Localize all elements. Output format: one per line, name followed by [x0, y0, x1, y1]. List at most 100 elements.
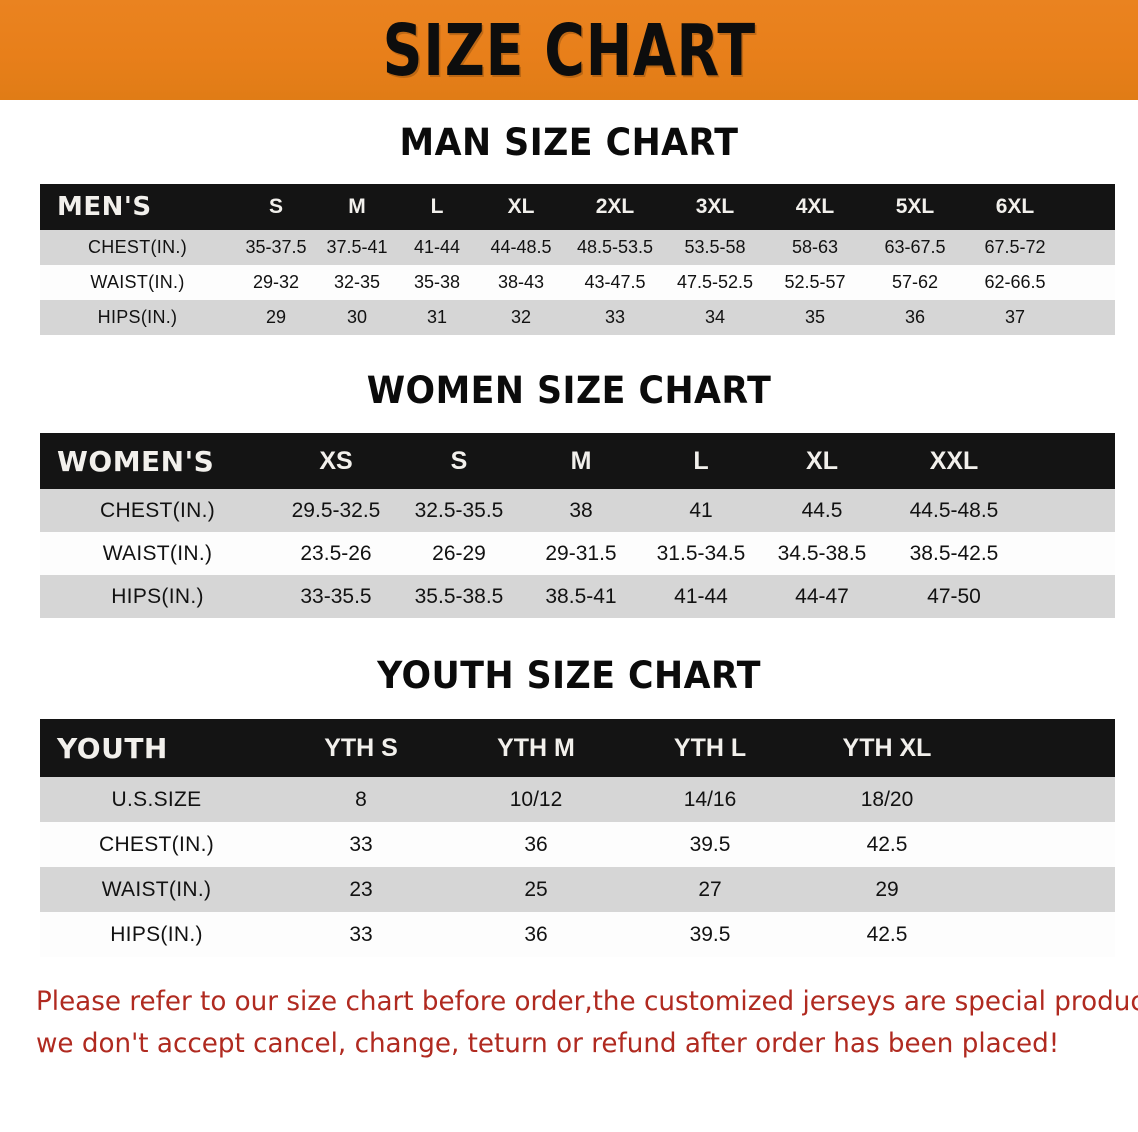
women-col-pad	[1025, 433, 1115, 489]
table-row: HIPS(IN.) 33-35.5 35.5-38.5 38.5-41 41-4…	[40, 575, 1115, 618]
man-col-xl: XL	[477, 184, 565, 230]
man-waist-xl: 38-43	[477, 265, 565, 300]
women-table-head: WOMEN'S XS S M L XL XXL	[40, 433, 1115, 489]
man-waist-m: 32-35	[317, 265, 397, 300]
youth-ussize-m: 10/12	[449, 777, 623, 822]
man-hips-xl: 32	[477, 300, 565, 335]
women-hips-xl: 44-47	[761, 575, 883, 618]
youth-chest-pad	[977, 822, 1115, 867]
table-row: WAIST(IN.) 23.5-26 26-29 29-31.5 31.5-34…	[40, 532, 1115, 575]
women-hips-xs: 33-35.5	[275, 575, 397, 618]
women-waist-pad	[1025, 532, 1115, 575]
women-col-s: S	[397, 433, 521, 489]
women-hips-pad	[1025, 575, 1115, 618]
man-table-body: CHEST(IN.) 35-37.5 37.5-41 41-44 44-48.5…	[40, 230, 1115, 335]
women-waist-l: 31.5-34.5	[641, 532, 761, 575]
youth-table-body: U.S.SIZE 8 10/12 14/16 18/20 CHEST(IN.) …	[40, 777, 1115, 957]
man-chest-2xl: 48.5-53.5	[565, 230, 665, 265]
women-waist-s: 26-29	[397, 532, 521, 575]
man-hips-6xl: 37	[965, 300, 1065, 335]
disclaimer-line-1: Please refer to our size chart before or…	[36, 986, 1138, 1017]
women-col-xs: XS	[275, 433, 397, 489]
man-row-label-chest: CHEST(IN.)	[40, 230, 235, 265]
women-chest-xs: 29.5-32.5	[275, 489, 397, 532]
youth-col-yth-l: YTH L	[623, 719, 797, 777]
man-hips-l: 31	[397, 300, 477, 335]
women-hips-l: 41-44	[641, 575, 761, 618]
women-col-xl: XL	[761, 433, 883, 489]
size-chart-banner: SIZE CHART	[0, 0, 1138, 100]
youth-ussize-pad	[977, 777, 1115, 822]
table-row: HIPS(IN.) 33 36 39.5 42.5	[40, 912, 1115, 957]
women-size-table: WOMEN'S XS S M L XL XXL CHEST(IN.) 29.5-…	[40, 433, 1115, 618]
women-row-label-waist: WAIST(IN.)	[40, 532, 275, 575]
man-header-row: MEN'S S M L XL 2XL 3XL 4XL 5XL 6XL	[40, 184, 1115, 230]
man-col-3xl: 3XL	[665, 184, 765, 230]
women-header-row: WOMEN'S XS S M L XL XXL	[40, 433, 1115, 489]
man-waist-s: 29-32	[235, 265, 317, 300]
man-col-m: M	[317, 184, 397, 230]
man-table-head: MEN'S S M L XL 2XL 3XL 4XL 5XL 6XL	[40, 184, 1115, 230]
youth-chest-m: 36	[449, 822, 623, 867]
man-col-l: L	[397, 184, 477, 230]
man-hips-3xl: 34	[665, 300, 765, 335]
youth-waist-s: 23	[273, 867, 449, 912]
youth-section-title: YOUTH SIZE CHART	[377, 654, 761, 697]
women-col-xxl: XXL	[883, 433, 1025, 489]
women-chest-xl: 44.5	[761, 489, 883, 532]
women-chest-l: 41	[641, 489, 761, 532]
youth-waist-m: 25	[449, 867, 623, 912]
man-waist-4xl: 52.5-57	[765, 265, 865, 300]
man-hips-m: 30	[317, 300, 397, 335]
youth-hips-m: 36	[449, 912, 623, 957]
youth-waist-pad	[977, 867, 1115, 912]
table-row: WAIST(IN.) 29-32 32-35 35-38 38-43 43-47…	[40, 265, 1115, 300]
women-waist-xl: 34.5-38.5	[761, 532, 883, 575]
women-section-title: WOMEN SIZE CHART	[366, 369, 772, 412]
man-chest-m: 37.5-41	[317, 230, 397, 265]
man-chest-5xl: 63-67.5	[865, 230, 965, 265]
man-row-label-waist: WAIST(IN.)	[40, 265, 235, 300]
women-chest-m: 38	[521, 489, 641, 532]
youth-chest-s: 33	[273, 822, 449, 867]
disclaimer-line-2: we don't accept cancel, change, teturn o…	[36, 1028, 1060, 1060]
man-waist-5xl: 57-62	[865, 265, 965, 300]
table-row: CHEST(IN.) 35-37.5 37.5-41 41-44 44-48.5…	[40, 230, 1115, 265]
youth-col-pad	[977, 719, 1115, 777]
women-hips-s: 35.5-38.5	[397, 575, 521, 618]
youth-hips-l: 39.5	[623, 912, 797, 957]
youth-chest-xl: 42.5	[797, 822, 977, 867]
women-corner-label: WOMEN'S	[40, 433, 275, 489]
women-hips-xxl: 47-50	[883, 575, 1025, 618]
man-chest-xl: 44-48.5	[477, 230, 565, 265]
youth-col-yth-m: YTH M	[449, 719, 623, 777]
disclaimer-text: Please refer to our size chart before or…	[36, 981, 1138, 1065]
man-chest-pad	[1065, 230, 1115, 265]
youth-waist-xl: 29	[797, 867, 977, 912]
youth-hips-pad	[977, 912, 1115, 957]
man-section-title: MAN SIZE CHART	[399, 121, 739, 164]
youth-row-label-chest: CHEST(IN.)	[40, 822, 273, 867]
man-col-5xl: 5XL	[865, 184, 965, 230]
man-col-2xl: 2XL	[565, 184, 665, 230]
women-row-label-chest: CHEST(IN.)	[40, 489, 275, 532]
table-row: CHEST(IN.) 33 36 39.5 42.5	[40, 822, 1115, 867]
women-table-body: CHEST(IN.) 29.5-32.5 32.5-35.5 38 41 44.…	[40, 489, 1115, 618]
man-hips-4xl: 35	[765, 300, 865, 335]
man-waist-pad	[1065, 265, 1115, 300]
man-row-label-hips: HIPS(IN.)	[40, 300, 235, 335]
youth-col-yth-s: YTH S	[273, 719, 449, 777]
man-chest-4xl: 58-63	[765, 230, 865, 265]
youth-col-yth-xl: YTH XL	[797, 719, 977, 777]
youth-table-wrap: YOUTH YTH S YTH M YTH L YTH XL U.S.SIZE …	[40, 719, 1115, 957]
table-row: HIPS(IN.) 29 30 31 32 33 34 35 36 37	[40, 300, 1115, 335]
man-waist-6xl: 62-66.5	[965, 265, 1065, 300]
women-chest-xxl: 44.5-48.5	[883, 489, 1025, 532]
man-waist-3xl: 47.5-52.5	[665, 265, 765, 300]
man-table-wrap: MEN'S S M L XL 2XL 3XL 4XL 5XL 6XL CHEST…	[40, 184, 1115, 335]
women-waist-m: 29-31.5	[521, 532, 641, 575]
man-col-6xl: 6XL	[965, 184, 1065, 230]
man-hips-5xl: 36	[865, 300, 965, 335]
man-chest-3xl: 53.5-58	[665, 230, 765, 265]
women-chest-s: 32.5-35.5	[397, 489, 521, 532]
